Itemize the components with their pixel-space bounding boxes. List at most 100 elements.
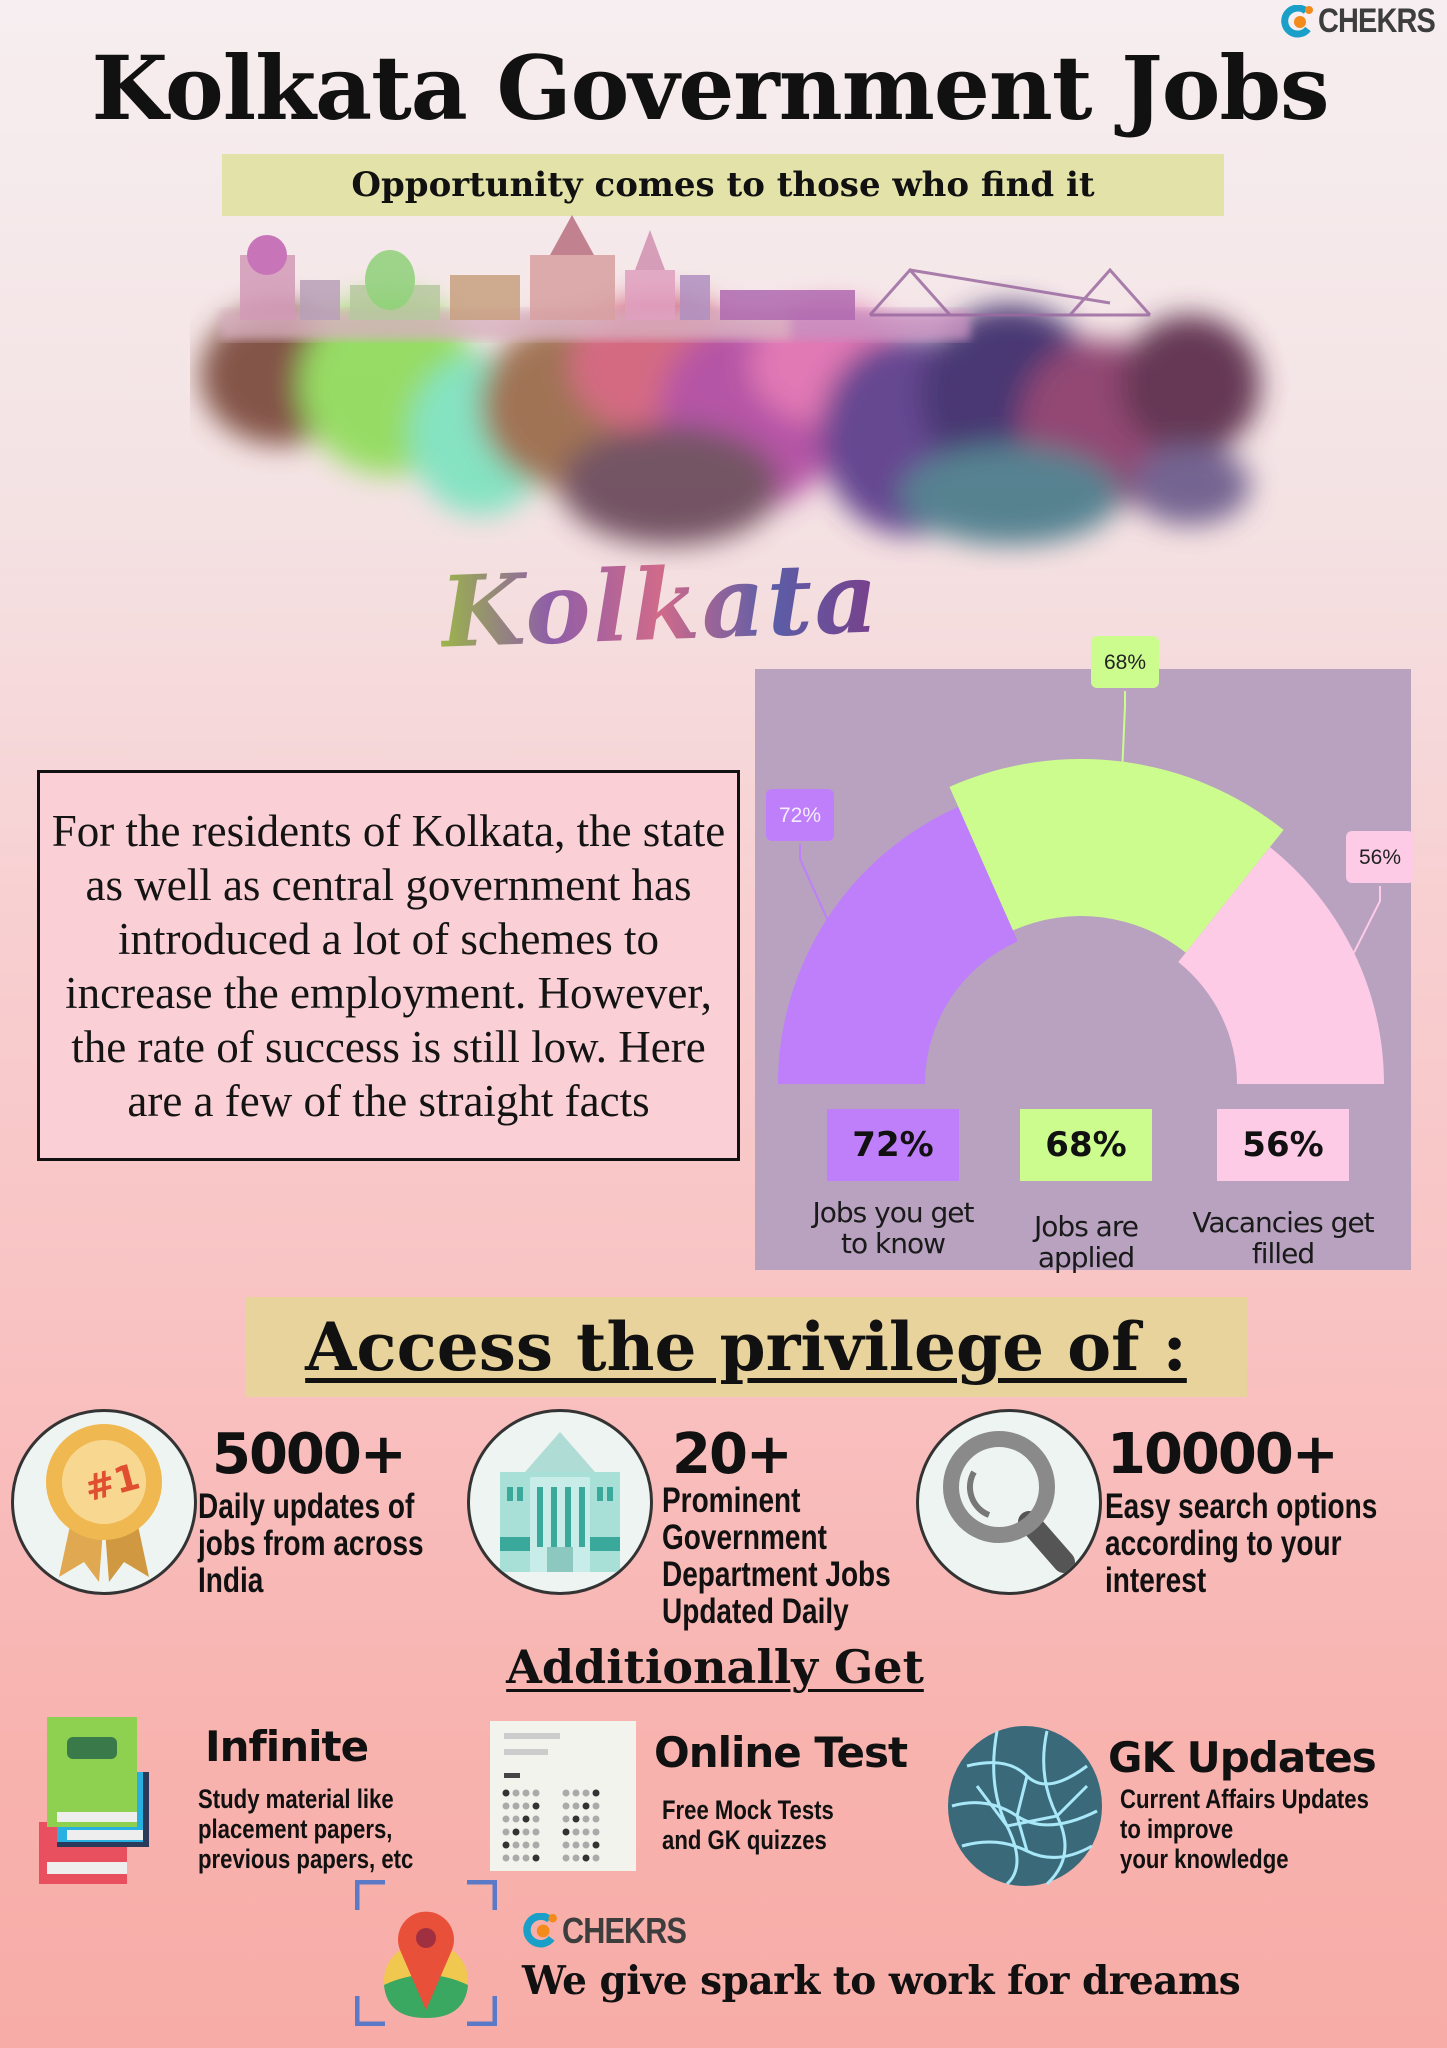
chart-panel: 72% 68% 56% 72% 68% 56% Jobs you get to kn… bbox=[755, 636, 1414, 1274]
bubble bbox=[562, 1815, 570, 1823]
page-subtitle: Opportunity comes to those who find it bbox=[351, 165, 1095, 205]
bubble bbox=[502, 1841, 510, 1849]
bubble bbox=[502, 1828, 510, 1836]
segment-jobs-applied bbox=[949, 759, 1284, 953]
brand-logo: CHEKRS bbox=[1280, 2, 1447, 41]
category-label-jobs-know: Jobs you get to know bbox=[812, 1196, 975, 1260]
segment-jobs-know bbox=[778, 806, 1018, 1084]
footer-tagline: We give spark to work for dreams bbox=[522, 1958, 1241, 2004]
intro-text-box: For the residents of Kolkata, the state … bbox=[37, 770, 740, 1161]
bubble bbox=[592, 1828, 600, 1836]
callout-label: 56% bbox=[1359, 846, 1401, 869]
bubble bbox=[512, 1802, 520, 1810]
access-heading: Access the privilege of : bbox=[305, 1308, 1187, 1386]
footer-brand-logo: CHEKRS bbox=[522, 1910, 708, 1952]
bubble bbox=[592, 1815, 600, 1823]
kolkata-skyline-illustration bbox=[200, 215, 1260, 545]
stat-description: Easy search options according to your inte… bbox=[1105, 1487, 1378, 1600]
callout-label: 68% bbox=[1104, 651, 1146, 674]
bubble bbox=[522, 1802, 530, 1810]
bubble bbox=[592, 1854, 600, 1862]
bubble bbox=[502, 1815, 510, 1823]
bubble bbox=[512, 1828, 520, 1836]
bubble bbox=[502, 1854, 510, 1862]
bubble bbox=[582, 1789, 590, 1797]
subtitle-band: Opportunity comes to those who find it bbox=[222, 154, 1224, 216]
magnifier-icon-circle bbox=[916, 1409, 1102, 1595]
stat-description: Prominent Government Department Jobs Update… bbox=[662, 1481, 891, 1631]
bubble bbox=[512, 1854, 520, 1862]
callout-box bbox=[766, 789, 834, 841]
bubble bbox=[522, 1828, 530, 1836]
bubble bbox=[522, 1789, 530, 1797]
bubble bbox=[562, 1841, 570, 1849]
bubble bbox=[532, 1854, 540, 1862]
chekrs-logo-icon bbox=[523, 1913, 557, 1948]
callout-line bbox=[1353, 886, 1381, 953]
bubble bbox=[512, 1789, 520, 1797]
bubble bbox=[582, 1841, 590, 1849]
bubble bbox=[532, 1841, 540, 1849]
bubble bbox=[532, 1802, 540, 1810]
value-label: 68% bbox=[1045, 1125, 1127, 1165]
bubble bbox=[502, 1789, 510, 1797]
brand-name: CHEKRS bbox=[1318, 2, 1436, 40]
globe-icon bbox=[948, 1726, 1102, 1886]
stat-number: 10000+ bbox=[1107, 1422, 1339, 1487]
intro-text: For the residents of Kolkata, the state … bbox=[51, 805, 726, 1126]
bubble bbox=[582, 1828, 590, 1836]
books-icon bbox=[39, 1717, 149, 1884]
extra-title: Infinite bbox=[205, 1722, 369, 1771]
chekrs-logo-icon bbox=[1281, 4, 1313, 38]
bubble bbox=[522, 1854, 530, 1862]
stat-number: 5000+ bbox=[212, 1422, 407, 1487]
bubble bbox=[592, 1789, 600, 1797]
bubble bbox=[592, 1841, 600, 1849]
bubble bbox=[532, 1815, 540, 1823]
bubble bbox=[562, 1802, 570, 1810]
semi-donut-chart: 72% 68% 56% bbox=[766, 636, 1414, 1084]
bubble bbox=[562, 1789, 570, 1797]
stat-description: Daily updates of jobs from across India bbox=[198, 1487, 424, 1600]
bubble bbox=[592, 1802, 600, 1810]
bubble bbox=[582, 1854, 590, 1862]
test-sheet-icon bbox=[490, 1721, 636, 1871]
answer-bubbles bbox=[502, 1789, 600, 1862]
callout-box bbox=[1346, 831, 1414, 883]
government-building-icon bbox=[500, 1432, 620, 1572]
bubble bbox=[512, 1815, 520, 1823]
callout-line bbox=[799, 844, 828, 920]
page-title: Kolkata Government Jobs bbox=[91, 36, 1329, 140]
bubble bbox=[572, 1802, 580, 1810]
magnifier-icon bbox=[943, 1431, 1075, 1573]
value-box-jobs-applied: 68% bbox=[1020, 1109, 1152, 1181]
bubble bbox=[532, 1828, 540, 1836]
extra-title: Online Test bbox=[654, 1728, 908, 1777]
bubble bbox=[532, 1789, 540, 1797]
bubble bbox=[562, 1854, 570, 1862]
segment-vacancies-filled bbox=[1178, 847, 1384, 1084]
callout-box bbox=[1091, 636, 1159, 688]
bubble bbox=[522, 1841, 530, 1849]
bubble bbox=[562, 1828, 570, 1836]
bubble bbox=[582, 1802, 590, 1810]
bubble bbox=[572, 1789, 580, 1797]
bubble bbox=[572, 1815, 580, 1823]
building-icon-circle bbox=[467, 1409, 653, 1595]
category-label-jobs-applied: Jobs are applied bbox=[1034, 1210, 1139, 1274]
bubble bbox=[572, 1841, 580, 1849]
callout-line bbox=[1121, 691, 1126, 762]
category-label-vacancies-filled: Vacancies get filled bbox=[1192, 1206, 1374, 1270]
stat-number: 20+ bbox=[672, 1422, 793, 1487]
bubble bbox=[572, 1854, 580, 1862]
extra-description: Study material like placement papers, prev… bbox=[198, 1784, 414, 1874]
bubble bbox=[522, 1815, 530, 1823]
bubble bbox=[572, 1828, 580, 1836]
medal-icon: #1 bbox=[46, 1424, 162, 1582]
callout-label: 72% bbox=[779, 804, 821, 827]
extra-description: Current Affairs Updates to improve your kn… bbox=[1120, 1784, 1369, 1874]
extra-title: GK Updates bbox=[1108, 1733, 1377, 1782]
additionally-get-heading: Additionally Get bbox=[506, 1640, 924, 1694]
value-box-jobs-know: 72% bbox=[827, 1109, 959, 1181]
